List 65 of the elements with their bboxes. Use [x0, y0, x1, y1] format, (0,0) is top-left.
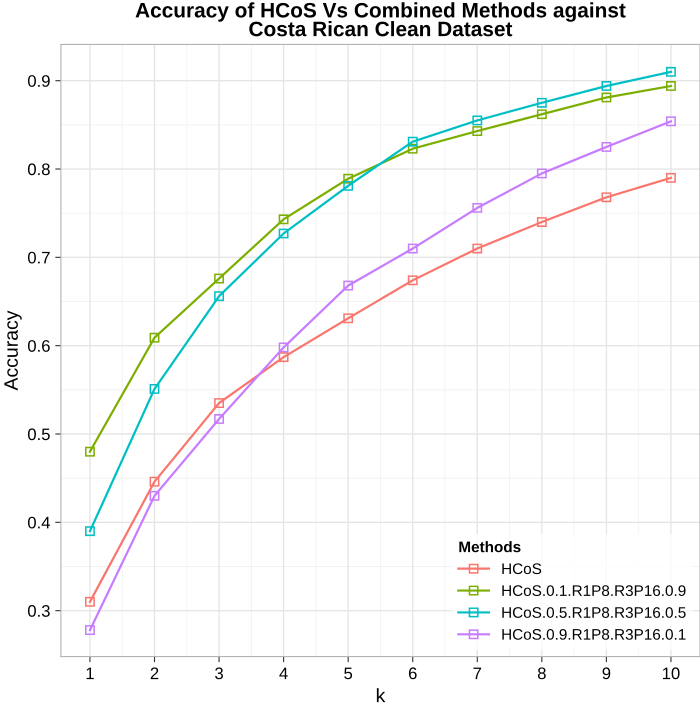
point — [536, 168, 547, 178]
point — [214, 291, 224, 302]
x-tick-label: 8 — [538, 667, 546, 680]
x-tick-label: 2 — [150, 667, 158, 680]
y-axis-title: Accuracy — [4, 310, 22, 390]
point — [666, 81, 676, 91]
point — [343, 174, 354, 184]
x-tick-label: 3 — [215, 667, 223, 680]
point — [666, 172, 676, 183]
point — [536, 98, 547, 108]
point — [666, 66, 676, 77]
point — [666, 116, 676, 126]
point — [150, 490, 160, 501]
chart-title: Accuracy of HCoS Vs Combined Methods against Costa Rican Clean Dataset — [136, 2, 626, 36]
point — [472, 202, 482, 213]
legend-label: HCoS.0.1.R1P8.R3P16.0.9 — [502, 585, 686, 596]
y-tick-label: 0.4 — [28, 516, 50, 529]
legend-label: HCoS.0.9.R1P8.R3P16.0.1 — [502, 628, 686, 640]
legend-title: Methods — [459, 541, 521, 552]
point — [472, 116, 482, 126]
point — [343, 180, 354, 191]
point — [472, 244, 482, 254]
point — [408, 244, 418, 254]
point — [85, 446, 95, 457]
point — [85, 596, 95, 607]
y-tick-label: 0.7 — [28, 252, 50, 264]
legend-label: HCoS — [502, 563, 542, 574]
x-axis-title: k — [376, 688, 386, 702]
point — [278, 214, 289, 224]
point — [214, 398, 224, 408]
point — [278, 352, 289, 362]
point — [214, 414, 224, 424]
point — [85, 526, 95, 536]
point — [150, 384, 160, 394]
point — [278, 342, 289, 352]
point — [150, 332, 160, 343]
x-tick-label: 9 — [602, 667, 610, 680]
point — [601, 192, 612, 202]
point — [408, 144, 418, 154]
y-tick-label: 0.6 — [28, 340, 50, 352]
y-tick-label: 0.3 — [28, 605, 50, 617]
point — [150, 476, 160, 487]
point — [601, 81, 612, 91]
x-tick-label: 4 — [279, 668, 288, 680]
point — [278, 228, 289, 238]
point — [601, 92, 612, 102]
x-tick-label: 7 — [474, 668, 482, 680]
y-tick-label: 0.9 — [28, 75, 50, 87]
point — [601, 142, 612, 152]
y-tick-label: 0.5 — [28, 428, 50, 440]
point — [343, 280, 354, 291]
point — [408, 275, 418, 286]
point — [536, 109, 547, 120]
x-tick-label: 5 — [344, 668, 352, 680]
point — [536, 217, 547, 227]
x-tick-label: 10 — [662, 667, 680, 680]
point — [408, 136, 418, 147]
point — [472, 126, 482, 136]
y-tick-label: 0.8 — [28, 163, 50, 176]
legend-label: HCoS.0.5.R1P8.R3P16.0.5 — [502, 607, 686, 618]
point — [343, 313, 354, 324]
x-tick-label: 6 — [408, 667, 417, 680]
point — [85, 625, 95, 636]
x-tick-label: 1 — [86, 668, 94, 680]
point — [214, 274, 224, 284]
